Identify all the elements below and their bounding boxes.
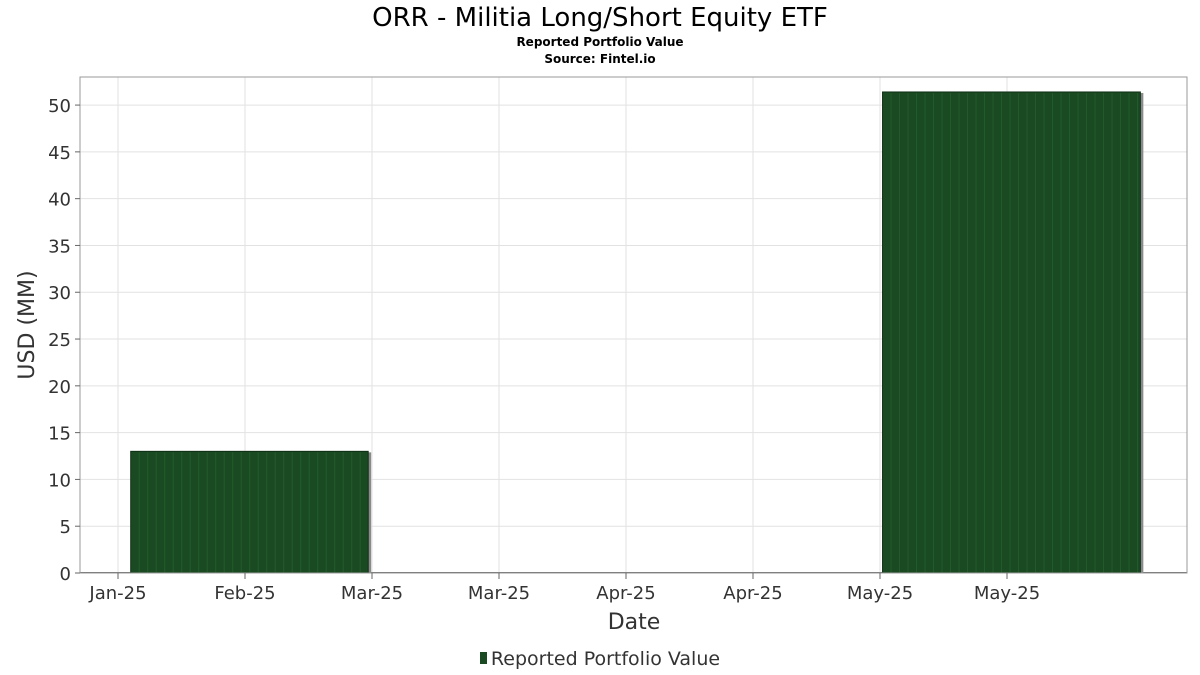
y-tick-label: 35 (48, 236, 71, 257)
y-axis-title: USD (MM) (15, 270, 40, 379)
x-tick-label: May-25 (847, 583, 913, 604)
chart-subtitle: Reported Portfolio Value (516, 35, 684, 49)
plot-frame (79, 76, 1188, 574)
bar-texture (890, 92, 1139, 573)
y-tick-label: 10 (48, 470, 71, 491)
y-tick-label: 50 (48, 96, 71, 117)
y-tick-label: 45 (48, 143, 71, 164)
x-tick-label: Mar-25 (341, 583, 403, 604)
x-tick-label: Mar-25 (468, 583, 530, 604)
legend-label: Reported Portfolio Value (490, 648, 721, 670)
y-tick-label: 30 (48, 283, 71, 304)
y-tick-label: 0 (60, 564, 71, 585)
bar-texture (138, 452, 361, 573)
x-tick-label: Jan-25 (88, 583, 146, 604)
bar (882, 91, 1141, 574)
x-tick-label: Apr-25 (723, 583, 782, 604)
legend: Reported Portfolio Value (0, 647, 1200, 671)
y-tick-label: 25 (48, 330, 71, 351)
legend-swatch (479, 651, 487, 664)
y-tick-label: 15 (48, 424, 71, 445)
y-tick-label: 5 (60, 517, 71, 538)
y-tick-label: 20 (48, 377, 71, 398)
x-tick-label: Feb-25 (214, 583, 275, 604)
x-axis-title: Date (608, 610, 661, 635)
chart-title: ORR - Militia Long/Short Equity ETF (372, 3, 828, 33)
x-tick-label: May-25 (974, 583, 1040, 604)
chart-source: Source: Fintel.io (544, 52, 656, 66)
bars (80, 91, 1187, 574)
y-axis-ticks: 0 5 10 15 20 25 30 35 40 45 50 (48, 96, 80, 585)
x-tick-label: Apr-25 (596, 583, 655, 604)
y-tick-label: 40 (48, 190, 71, 211)
x-axis-ticks: Jan-25 Feb-25 Mar-25 Mar-25 Apr-25 Apr-25 May-… (88, 573, 1040, 604)
